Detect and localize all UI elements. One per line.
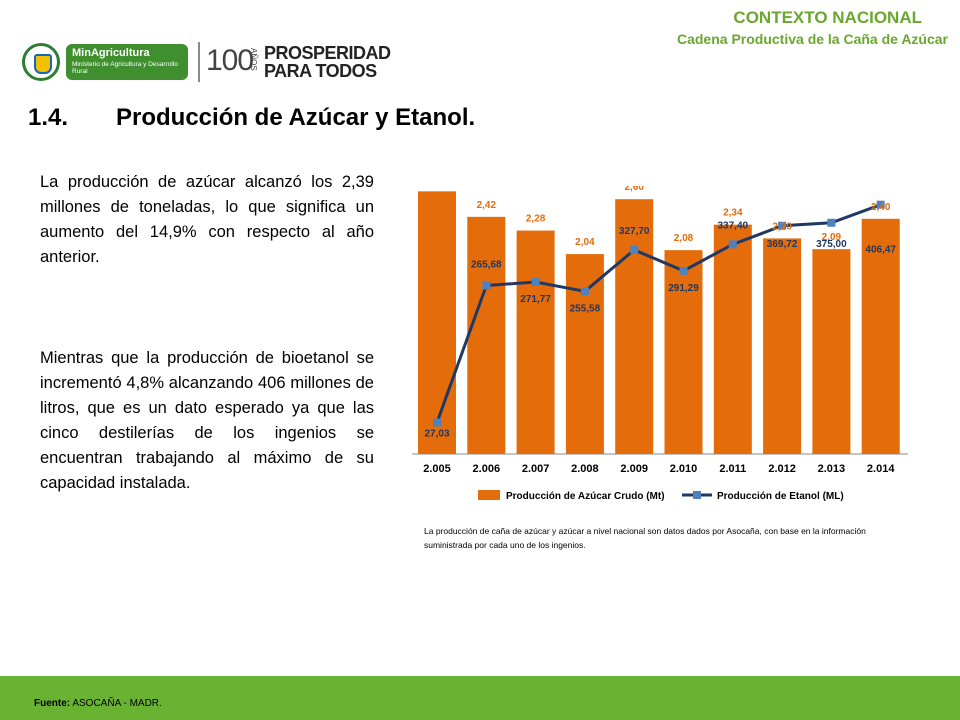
ethanol-value-label: 337,40	[718, 220, 749, 231]
ministry-name: MinAgricultura	[72, 47, 150, 59]
legend-sugar-label: Producción de Azúcar Crudo (Mt)	[506, 491, 665, 502]
footer-source-label: Fuente:	[34, 698, 71, 709]
ethanol-marker	[876, 200, 885, 209]
x-tick-label: 2.014	[867, 463, 895, 475]
sugar-bar-2.005	[418, 191, 456, 455]
ethanol-marker	[679, 266, 688, 275]
ethanol-value-label: 406,47	[865, 245, 896, 256]
ethanol-marker	[580, 287, 589, 296]
sugar-value-label: 2,28	[526, 214, 546, 225]
ethanol-value-label: 255,58	[570, 303, 601, 314]
ethanol-marker	[630, 245, 639, 254]
x-tick-label: 2.009	[620, 463, 648, 475]
slogan-logo: PROSPERIDAD PARA TODOS	[264, 44, 391, 80]
chart-legend: Producción de Azúcar Crudo (Mt) Producció…	[478, 490, 844, 502]
sugar-value-label: 2,40	[871, 202, 891, 213]
slogan-line-2: PARA TODOS	[264, 61, 377, 81]
sugar-bar-2.007	[516, 230, 555, 454]
footer-source-value: ASOCAÑA - MADR.	[72, 698, 162, 709]
ethanol-value-label: 375,00	[816, 239, 847, 250]
ethanol-value-label: 27,03	[424, 428, 449, 439]
chart-source-note: La producción de caña de azúcar y azúcar…	[424, 526, 866, 550]
slogan-line-1: PROSPERIDAD	[264, 43, 391, 63]
logo-bar: MinAgricultura Ministerio de Agricultura…	[22, 42, 391, 84]
ethanol-value-label: 291,29	[668, 283, 699, 294]
x-tick-label: 2.006	[473, 463, 501, 475]
sugar-value-label: 2,42	[477, 200, 497, 211]
anniversary-suffix: AÑOS	[249, 48, 258, 71]
sugar-bar-2.010	[664, 250, 703, 454]
context-title: CONTEXTO NACIONAL	[733, 8, 922, 27]
anniversary-number: 100	[206, 44, 254, 77]
ethanol-marker	[827, 218, 836, 227]
sugar-value-label: 2,34	[723, 208, 743, 219]
x-tick-label: 2.005	[423, 463, 451, 475]
ethanol-marker	[531, 278, 540, 287]
sugar-bar-2.012	[763, 238, 802, 454]
ministry-full-name: Ministerio de Agricultura y Desarrollo R…	[72, 61, 178, 75]
sugar-value-label: 2,09	[822, 232, 842, 243]
ethanol-marker	[778, 221, 787, 230]
x-tick-label: 2.013	[818, 463, 846, 475]
sugar-value-label: 2,08	[674, 233, 694, 244]
legend-sugar-swatch	[478, 490, 500, 500]
x-tick-label: 2.007	[522, 463, 550, 475]
x-tick-label: 2.011	[719, 463, 746, 475]
context-subtitle: Cadena Productiva de la Caña de Azúcar	[676, 31, 948, 47]
sugar-bar-2.013	[812, 249, 851, 454]
sugar-bar-2.014	[861, 218, 900, 454]
ethanol-marker	[728, 240, 737, 249]
logo-divider	[198, 42, 200, 82]
section-number: 1.4.	[28, 104, 69, 131]
footer-source: Fuente: ASOCAÑA - MADR.	[34, 698, 162, 709]
sugar-bar-2.009	[615, 199, 654, 454]
paragraph-ethanol: Mientras que la producción de bioetanol …	[40, 349, 374, 492]
sugar-bar-2.011	[713, 224, 752, 454]
footer-bar	[0, 676, 960, 720]
bars-layer	[418, 191, 900, 455]
sugar-bar-2.006	[467, 216, 506, 454]
legend-ethanol-marker	[693, 491, 701, 499]
ethanol-value-label: 271,77	[520, 294, 551, 305]
x-tick-label: 2.008	[571, 463, 599, 475]
production-chart: 2,682.0052,422.0062,282.0072,042.0082,60…	[412, 186, 908, 502]
colombia-seal-icon	[22, 43, 60, 81]
ethanol-line	[435, 203, 882, 423]
section-title: 1.4. Producción de Azúcar y Etanol.	[28, 104, 475, 132]
ministry-logo: MinAgricultura Ministerio de Agricultura…	[66, 44, 188, 80]
ethanol-line-layer	[433, 200, 885, 427]
sugar-value-label: 2,60	[624, 186, 644, 193]
sugar-value-label: 2,04	[575, 237, 595, 248]
ethanol-marker	[482, 281, 491, 290]
paragraph-sugar: La producción de azúcar alcanzó los 2,39…	[40, 173, 374, 266]
legend-ethanol-label: Producción de Etanol (ML)	[717, 491, 844, 502]
ethanol-value-label: 369,72	[767, 239, 798, 250]
ethanol-value-label: 327,70	[619, 226, 650, 237]
sugar-value-label: 2,20	[772, 221, 792, 232]
labels-layer: 2,682.0052,422.0062,282.0072,042.0082,60…	[423, 186, 896, 475]
sugar-bar-2.008	[565, 254, 604, 454]
ethanol-value-label: 265,68	[471, 259, 502, 270]
x-tick-label: 2.010	[670, 463, 698, 475]
ethanol-marker	[433, 418, 441, 427]
section-title-text: Producción de Azúcar y Etanol.	[116, 104, 476, 131]
x-tick-label: 2.012	[768, 463, 796, 475]
